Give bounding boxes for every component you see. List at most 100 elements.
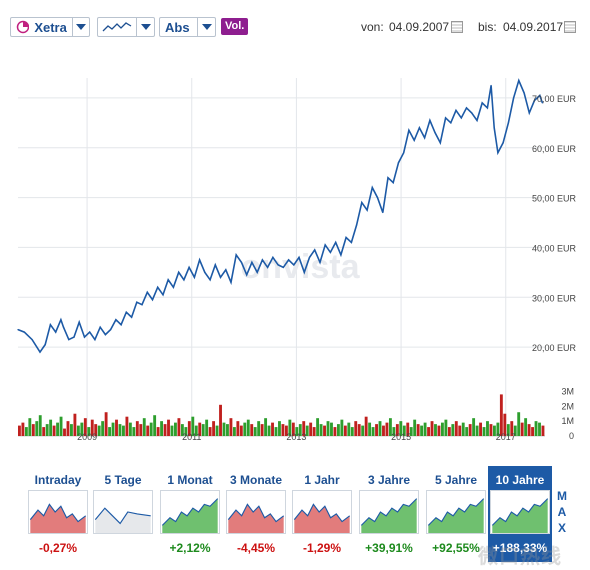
- volume-bar: [347, 422, 351, 436]
- volume-bar: [517, 412, 521, 436]
- volume-bar: [520, 422, 524, 436]
- period-tab-7[interactable]: 10 Jahre +188,33%: [488, 466, 552, 562]
- volume-bar: [524, 418, 528, 436]
- volume-bar: [177, 418, 181, 436]
- period-label: 5 Jahre: [434, 473, 478, 487]
- volume-bar: [167, 419, 170, 436]
- thumb-line: [427, 498, 485, 526]
- chart-type-select[interactable]: [97, 17, 155, 37]
- watermark: onvista: [240, 248, 360, 286]
- price-point: [382, 211, 384, 214]
- calendar-icon[interactable]: [564, 21, 576, 33]
- price-point: [99, 326, 101, 328]
- thumb-area: [30, 504, 86, 533]
- thumb-line: [94, 507, 151, 525]
- volume-bar: [371, 427, 375, 436]
- volume-bar: [333, 427, 337, 436]
- max-label[interactable]: M A X: [556, 488, 568, 536]
- chevron-down-icon[interactable]: [197, 18, 215, 36]
- volume-bar: [451, 424, 455, 436]
- price-point: [136, 301, 138, 303]
- volume-bar: [194, 425, 198, 436]
- volume-bar: [184, 427, 188, 436]
- volume-bar: [302, 421, 306, 436]
- price-chart[interactable]: onvista 20,00 EUR 30,00 EUR 40,00 EUR 50,00…: [0, 70, 590, 442]
- volume-bar: [125, 416, 129, 436]
- volume-bar: [208, 427, 212, 436]
- volume-bar: [56, 422, 60, 436]
- price-point: [481, 102, 483, 104]
- period-thumbnail: [359, 490, 419, 534]
- volume-bar: [531, 427, 534, 436]
- period-tab-2[interactable]: 1 Monat +2,12%: [158, 466, 222, 562]
- chevron-down-icon[interactable]: [71, 18, 89, 36]
- thumb-area: [294, 504, 350, 533]
- calendar-icon[interactable]: [451, 21, 463, 33]
- scale-select[interactable]: Abs: [159, 17, 216, 37]
- volume-bar: [444, 419, 448, 436]
- price-point: [256, 271, 258, 273]
- price-point: [17, 329, 19, 331]
- volume-bar: [52, 425, 56, 436]
- volume-bar: [458, 425, 462, 436]
- thumb-area: [162, 498, 218, 533]
- price-point: [366, 209, 368, 211]
- volume-bar: [298, 424, 302, 436]
- volume-bar: [174, 422, 177, 436]
- volume-bar: [309, 422, 313, 436]
- volume-bar: [198, 422, 202, 436]
- chevron-down-icon[interactable]: [136, 18, 154, 36]
- price-point: [418, 127, 420, 129]
- volume-bar: [499, 394, 503, 436]
- volume-bar: [149, 422, 153, 436]
- period-thumbnail: [93, 490, 153, 534]
- volume-toggle-button[interactable]: Vol.: [221, 18, 249, 35]
- price-point: [539, 94, 541, 97]
- volume-bar: [264, 418, 268, 436]
- volume-bar: [267, 425, 271, 436]
- price-point: [541, 102, 543, 104]
- thumb-area: [492, 498, 548, 533]
- period-thumbnail: [490, 490, 550, 534]
- price-point: [31, 339, 33, 341]
- period-tab-1[interactable]: 5 Tage: [91, 466, 155, 562]
- price-point: [298, 256, 300, 258]
- to-date-input[interactable]: 04.09.2017: [503, 20, 564, 34]
- volume-bar: [28, 418, 32, 436]
- period-change: -1,29%: [302, 541, 342, 555]
- price-point: [282, 266, 284, 268]
- period-tab-3[interactable]: 3 Monate -4,45%: [224, 466, 288, 562]
- volume-bar: [73, 413, 77, 436]
- price-point: [39, 351, 41, 353]
- volume-bar: [319, 424, 323, 436]
- period-tab-4[interactable]: 1 Jahr -1,29%: [290, 466, 354, 562]
- exchange-select[interactable]: Xetra: [10, 17, 90, 37]
- price-point: [355, 224, 358, 226]
- period-label: 1 Monat: [167, 473, 213, 487]
- price-point: [141, 304, 143, 306]
- price-point: [497, 152, 499, 154]
- period-label: Intraday: [34, 473, 82, 487]
- volume-bar: [350, 427, 354, 436]
- volume-bar: [361, 425, 365, 436]
- price-point: [130, 316, 133, 318]
- price-line: [17, 78, 544, 354]
- period-label: 3 Jahre: [367, 473, 411, 487]
- price-point: [528, 112, 530, 114]
- price-point: [507, 122, 509, 124]
- period-change: +188,33%: [492, 541, 548, 555]
- volume-bar: [447, 427, 451, 436]
- volume-bar: [128, 422, 132, 436]
- volume-bar: [260, 424, 264, 436]
- period-tab-6[interactable]: 5 Jahre +92,55%: [424, 466, 488, 562]
- period-tab-5[interactable]: 3 Jahre +39,91%: [357, 466, 421, 562]
- period-tab-0[interactable]: Intraday -0,27%: [26, 466, 90, 562]
- from-date-input[interactable]: 04.09.2007: [389, 20, 450, 34]
- volume-bar: [538, 422, 541, 436]
- period-change: +92,55%: [432, 541, 480, 555]
- volume-tick-label: 1M: [561, 416, 574, 426]
- volume-bar: [278, 421, 281, 436]
- volume-bar: [513, 425, 517, 436]
- price-point: [335, 241, 337, 244]
- volume-bar: [486, 421, 489, 436]
